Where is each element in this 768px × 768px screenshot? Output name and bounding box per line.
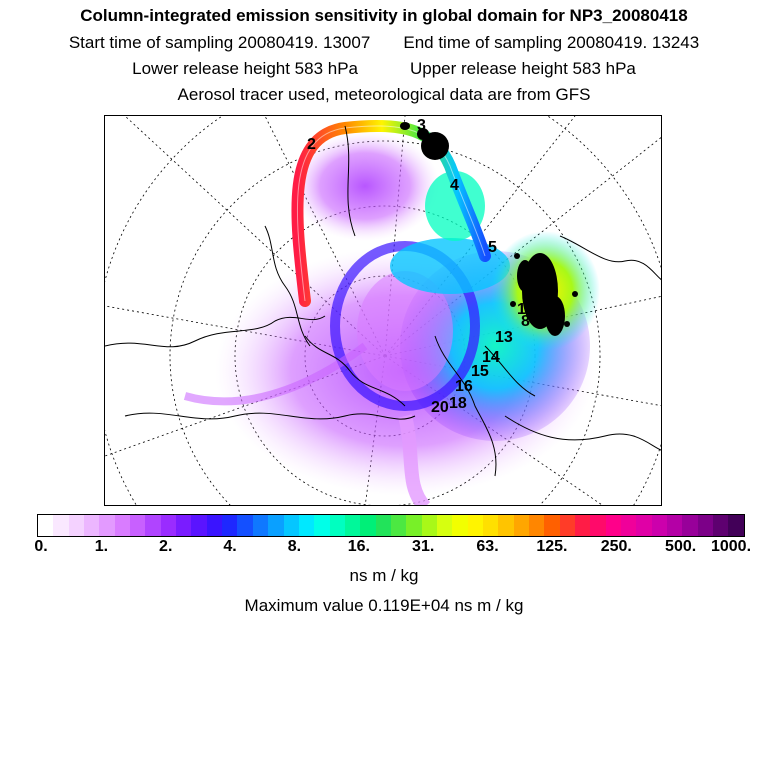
trajectory-labels: 2 3 4 5 11 12 8 13 14 15 16 20 18: [307, 117, 547, 416]
colorbar-segment: [191, 515, 207, 536]
colorbar-segment: [390, 515, 407, 536]
colorbar-segment: [636, 515, 652, 536]
colorbar-segment: [99, 515, 115, 536]
colorbar-segment: [283, 515, 299, 536]
colorbar-tick-label: 8.: [287, 538, 302, 555]
colorbar-segment: [268, 515, 284, 536]
trajectory-label: 12: [529, 288, 547, 305]
colorbar-segment: [713, 515, 729, 536]
colorbar-segment: [513, 515, 529, 536]
colorbar-tick-label: 16.: [347, 538, 370, 555]
colorbar-tick-label: 31.: [412, 538, 435, 555]
colorbar-tick-label: 63.: [476, 538, 499, 555]
colorbar: [37, 514, 745, 537]
colorbar-tick-label: 2.: [159, 538, 173, 555]
colorbar-tick-label: 1000.: [710, 538, 752, 555]
colorbar-segment: [68, 515, 85, 536]
end-time: End time of sampling 20080419. 13243: [403, 33, 700, 52]
colorbar-segment: [360, 515, 376, 536]
lower-release-height: Lower release height 583 hPa: [132, 59, 359, 78]
hotspot-markers: [400, 122, 578, 336]
colorbar-segment: [84, 515, 100, 536]
sensitivity-map: 2 3 4 5 11 12 8 13 14 15 16 20 18: [104, 115, 662, 506]
colorbar-tick-label: 500.: [665, 538, 697, 555]
map-canvas: 2 3 4 5 11 12 8 13 14 15 16 20 18: [105, 116, 661, 505]
trajectory-label: 16: [455, 378, 473, 395]
colorbar-segment: [544, 515, 560, 536]
colorbar-segment: [482, 515, 499, 536]
colorbar-unit: ns m / kg: [349, 566, 419, 585]
trajectory-label: 13: [495, 329, 513, 346]
trajectory-label: 18: [449, 395, 467, 412]
colorbar-segment: [375, 515, 391, 536]
colorbar-tick-label: 0.: [34, 538, 48, 555]
trajectory-band: [291, 119, 491, 307]
colorbar-segment: [498, 515, 514, 536]
colorbar-segment: [160, 515, 177, 536]
trajectory-label: 4: [450, 177, 459, 194]
colorbar-segment: [252, 515, 269, 536]
colorbar-segment: [651, 515, 668, 536]
colorbar-segment: [682, 515, 698, 536]
trajectory-label: 15: [471, 363, 489, 380]
start-time: Start time of sampling 20080419. 13007: [68, 33, 371, 52]
release-heights: Lower release height 583 hPa Upper relea…: [0, 59, 768, 79]
colorbar-segment: [697, 515, 714, 536]
trajectory-label: 5: [488, 239, 497, 256]
trajectory-label: 11: [517, 301, 534, 318]
colorbar-segment: [452, 515, 468, 536]
colorbar-segment: [406, 515, 422, 536]
colorbar-segment: [436, 515, 453, 536]
trajectory-label: 20: [431, 399, 449, 416]
trajectory-label: 14: [482, 349, 500, 366]
colorbar-segment: [421, 515, 437, 536]
colorbar-tick-label: 250.: [600, 538, 632, 555]
colorbar-tick-label: 125.: [536, 538, 568, 555]
colorbar-segment: [621, 515, 637, 536]
upper-release-height: Upper release height 583 hPa: [409, 59, 636, 78]
colorbar-segment: [314, 515, 330, 536]
colorbar-segment: [53, 515, 69, 536]
colorbar-segment: [329, 515, 345, 536]
colorbar-segment: [344, 515, 361, 536]
colorbar-segment: [38, 515, 54, 536]
colorbar-segment: [575, 515, 591, 536]
plot-title: Column-integrated emission sensitivity i…: [80, 6, 688, 25]
max-value: Maximum value 0.119E+04 ns m / kg: [244, 596, 524, 615]
colorbar-segment: [114, 515, 131, 536]
colorbar-tick-label: 4.: [223, 538, 237, 555]
trajectory-label: 8: [521, 313, 530, 330]
colorbar-segment: [298, 515, 315, 536]
colorbar-segment: [130, 515, 146, 536]
coastlines: [105, 125, 661, 477]
trajectory-label: 3: [417, 117, 426, 134]
colorbar-segment: [237, 515, 253, 536]
colorbar-tick-label: 1.: [94, 538, 109, 555]
colorbar-segment: [467, 515, 483, 536]
colorbar-segment: [176, 515, 192, 536]
colorbar-segment: [728, 515, 744, 536]
colorbar-segment: [667, 515, 683, 536]
sampling-times: Start time of sampling 20080419. 13007 E…: [0, 33, 768, 53]
colorbar-segment: [529, 515, 545, 536]
tracer-note: Aerosol tracer used, meteorological data…: [177, 85, 591, 104]
colorbar-segment: [206, 515, 223, 536]
colorbar-segment: [590, 515, 606, 536]
trajectory-label: 2: [307, 136, 316, 153]
colorbar-segment: [605, 515, 622, 536]
colorbar-segment: [559, 515, 576, 536]
colorbar-segment: [145, 515, 161, 536]
colorbar-segment: [222, 515, 238, 536]
